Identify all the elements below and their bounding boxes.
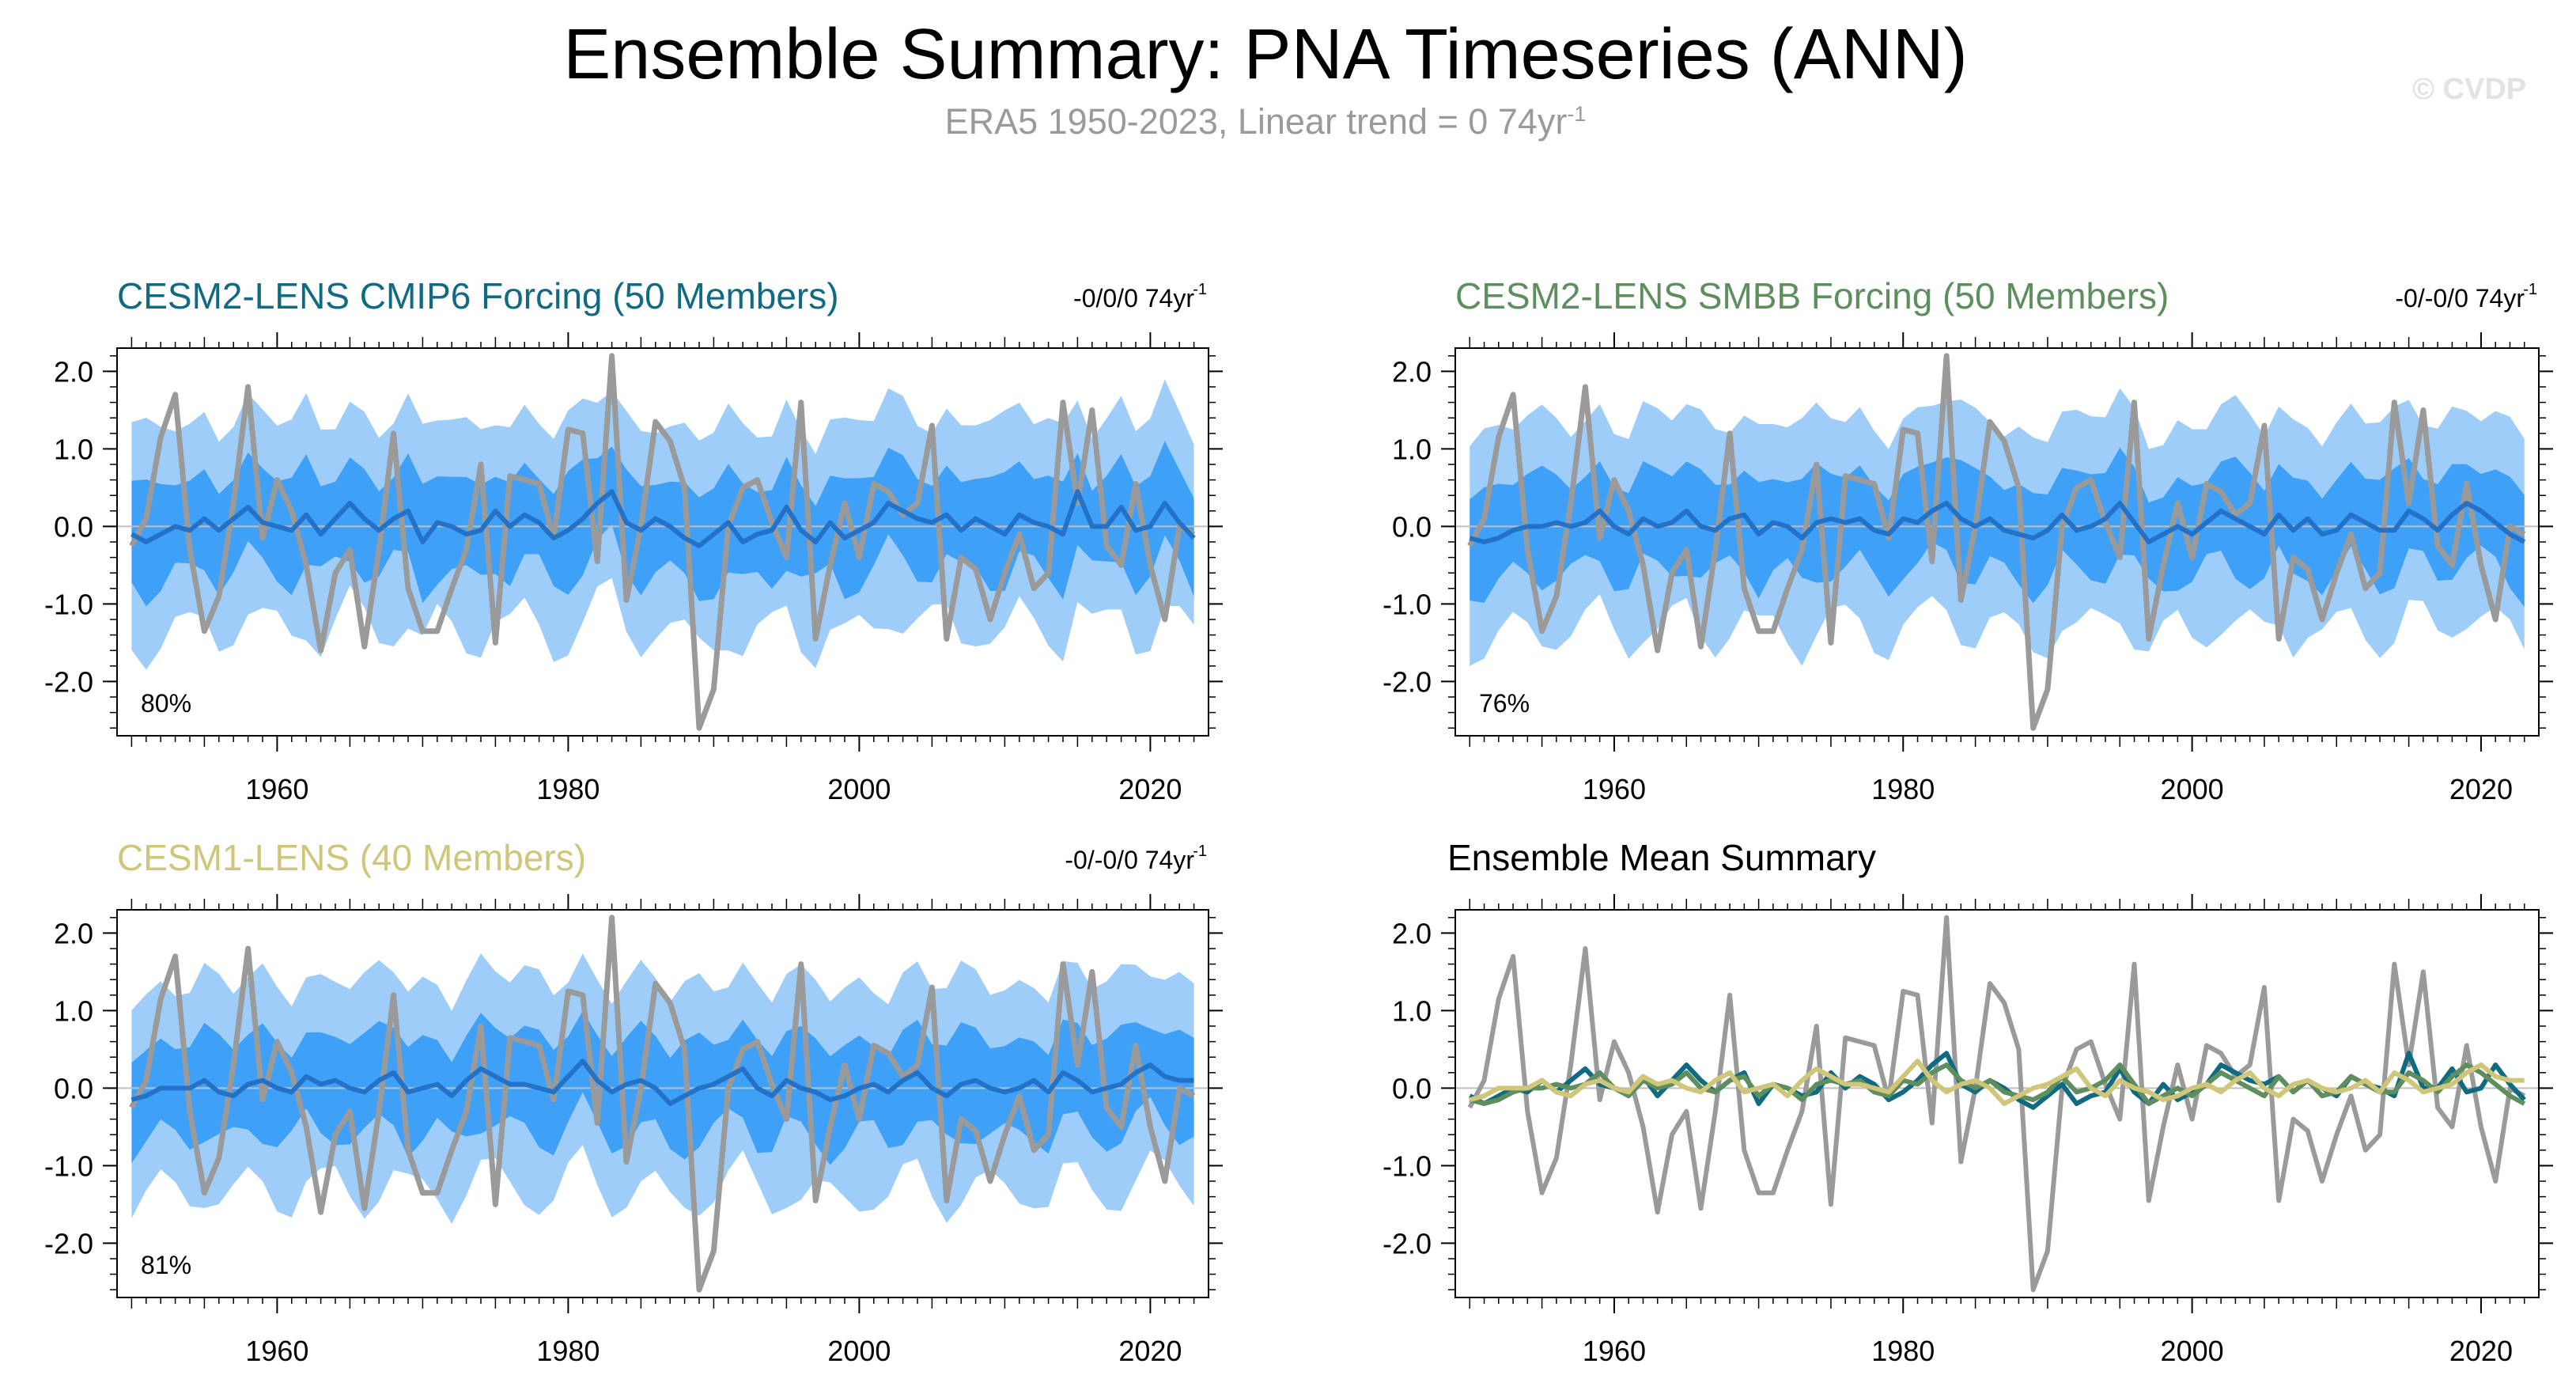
subtitle-text: ERA5 1950-2023, Linear trend = 0 74yr: [944, 101, 1568, 142]
y-tick-label: -1.0: [1383, 1150, 1432, 1182]
x-tick-label: 1960: [1583, 773, 1646, 805]
x-tick-label: 2000: [827, 773, 891, 805]
chart-panel-4: Ensemble Mean Summary 2.0 1.0 0.0 -1.0 -2.0 19…: [1383, 837, 2553, 1367]
y-tick-label: 1.0: [54, 994, 93, 1027]
x-tick-label: 2000: [827, 1335, 891, 1367]
subtitle-superscript: -1: [1567, 102, 1587, 126]
y-tick-label: -1.0: [44, 1150, 93, 1182]
y-tick-label: 0.0: [54, 510, 93, 543]
y-tick-label: 1.0: [1392, 994, 1432, 1027]
series-line-2: [130, 489, 1196, 548]
x-tick-label: 2020: [2449, 1335, 2513, 1367]
series-line-1: [129, 353, 1196, 731]
series-line-3: [1469, 1063, 2526, 1106]
x-tick-label: 1980: [1871, 1335, 1935, 1367]
y-tick-label: -1.0: [1383, 588, 1432, 620]
plot-frame: [1454, 909, 2540, 1298]
y-tick-label: 1.0: [1392, 433, 1432, 465]
percent-label: 80%: [141, 689, 191, 718]
y-tick-label: 2.0: [1392, 917, 1432, 949]
percent-label: 76%: [1479, 689, 1530, 718]
trend-label: -0/0/0 74yr: [1073, 284, 1194, 313]
y-tick-label: -2.0: [1383, 665, 1432, 698]
x-tick-label: 1980: [1871, 773, 1935, 805]
chart-panel-2: CESM2-LENS SMBB Forcing (50 Members) -0/-…: [1383, 275, 2553, 805]
panel-title: CESM2-LENS SMBB Forcing (50 Members): [1455, 275, 2169, 316]
trend-label: -0/-0/0 74yr: [1065, 846, 1194, 874]
chart-panel-3: CESM1-LENS (40 Members) -0/-0/0 74yr-1 2.0…: [44, 837, 1223, 1367]
x-tick-label: 2000: [2161, 773, 2224, 805]
x-tick-label: 1960: [245, 1335, 308, 1367]
y-tick-label: -2.0: [44, 1227, 93, 1260]
page-subtitle: ERA5 1950-2023, Linear trend = 0 74yr-1: [0, 101, 2531, 142]
panel-title: Ensemble Mean Summary: [1447, 837, 1876, 878]
trend-label: -0/-0/0 74yr: [2395, 284, 2525, 313]
series-line-1: [1467, 915, 2526, 1293]
x-tick-label: 1960: [245, 773, 308, 805]
y-tick-label: -1.0: [44, 588, 93, 620]
series-line-2: [1469, 501, 2526, 544]
percent-label: 81%: [141, 1251, 191, 1279]
x-tick-label: 2020: [2449, 773, 2513, 805]
page-title: Ensemble Summary: PNA Timeseries (ANN): [563, 15, 1968, 94]
trend-superscript: -1: [2523, 281, 2537, 298]
y-tick-label: 2.0: [1392, 355, 1432, 388]
y-tick-label: 0.0: [1392, 510, 1432, 543]
series-line-1: [129, 915, 1196, 1293]
y-tick-label: 2.0: [54, 917, 93, 949]
panel-title: CESM2-LENS CMIP6 Forcing (50 Members): [117, 275, 839, 316]
panel-title: CESM1-LENS (40 Members): [117, 837, 586, 878]
watermark: © CVDP: [2412, 73, 2527, 106]
series-line-2: [131, 1059, 1194, 1106]
y-tick-label: 0.0: [1392, 1072, 1432, 1104]
y-tick-label: -2.0: [44, 665, 93, 698]
chart-panel-1: CESM2-LENS CMIP6 Forcing (50 Members) -0/…: [44, 275, 1223, 805]
y-tick-label: 1.0: [54, 433, 93, 465]
trend-superscript: -1: [1193, 281, 1207, 298]
series-line-1: [1467, 353, 2526, 731]
x-tick-label: 1980: [536, 1335, 600, 1367]
series-line-4: [1469, 1059, 2525, 1106]
y-tick-label: 2.0: [54, 355, 93, 388]
y-tick-label: -2.0: [1383, 1227, 1432, 1260]
x-tick-label: 1960: [1583, 1335, 1646, 1367]
y-tick-label: 0.0: [54, 1072, 93, 1104]
x-tick-label: 2020: [1118, 773, 1182, 805]
x-tick-label: 2020: [1118, 1335, 1182, 1367]
x-tick-label: 2000: [2161, 1335, 2224, 1367]
trend-superscript: -1: [1193, 843, 1207, 860]
x-tick-label: 1980: [536, 773, 600, 805]
